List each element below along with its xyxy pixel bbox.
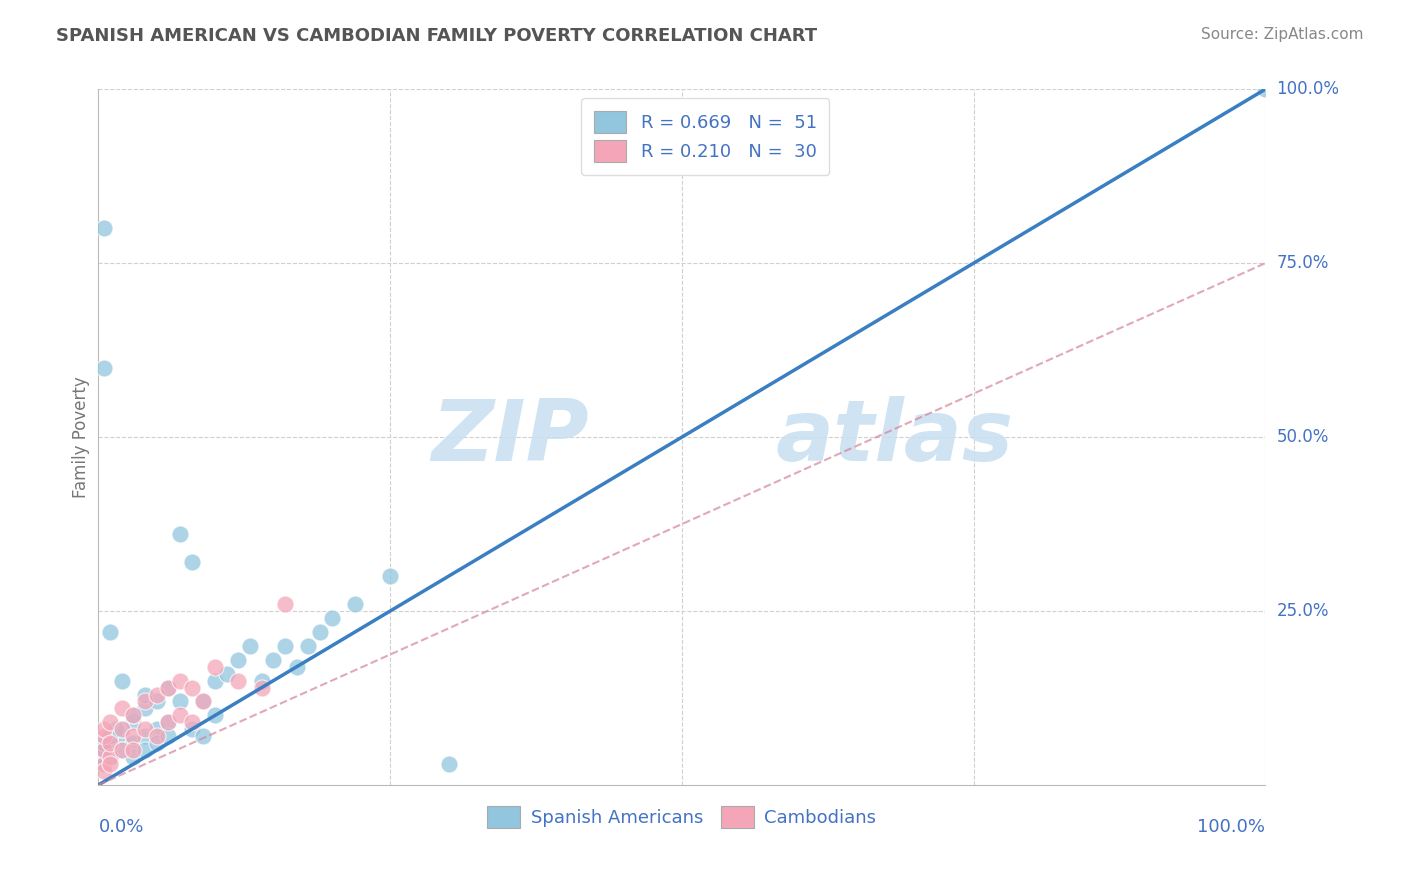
- Point: [122, 708, 145, 723]
- Point: [228, 653, 250, 667]
- Text: 100.0%: 100.0%: [1277, 80, 1340, 98]
- Point: [111, 701, 134, 715]
- Point: [111, 729, 134, 743]
- Point: [122, 729, 145, 743]
- Point: [1254, 82, 1277, 96]
- Point: [169, 527, 191, 541]
- Point: [239, 639, 262, 653]
- Legend: Spanish Americans, Cambodians: Spanish Americans, Cambodians: [477, 795, 887, 838]
- Point: [193, 729, 215, 743]
- Point: [98, 736, 121, 750]
- Point: [122, 736, 145, 750]
- Point: [134, 688, 156, 702]
- Text: atlas: atlas: [775, 395, 1014, 479]
- Point: [111, 723, 134, 737]
- Point: [146, 729, 169, 743]
- Text: 100.0%: 100.0%: [1198, 818, 1265, 837]
- Point: [134, 701, 156, 715]
- Point: [180, 723, 202, 737]
- Text: Source: ZipAtlas.com: Source: ZipAtlas.com: [1201, 27, 1364, 42]
- Point: [93, 360, 115, 375]
- Point: [169, 673, 191, 688]
- Point: [98, 757, 121, 772]
- Point: [122, 715, 145, 730]
- Point: [157, 715, 180, 730]
- Point: [146, 694, 169, 708]
- Point: [157, 681, 180, 695]
- Point: [157, 681, 180, 695]
- Point: [98, 624, 121, 639]
- Point: [180, 681, 202, 695]
- Point: [146, 736, 169, 750]
- Point: [93, 757, 115, 772]
- Point: [274, 597, 297, 611]
- Point: [262, 653, 284, 667]
- Point: [169, 694, 191, 708]
- Point: [146, 723, 169, 737]
- Point: [250, 681, 273, 695]
- Text: 0.0%: 0.0%: [98, 818, 143, 837]
- Point: [93, 723, 115, 737]
- Point: [93, 221, 115, 235]
- Point: [309, 624, 332, 639]
- Point: [93, 757, 115, 772]
- Point: [344, 597, 367, 611]
- Point: [122, 708, 145, 723]
- Y-axis label: Family Poverty: Family Poverty: [72, 376, 90, 498]
- Point: [98, 736, 121, 750]
- Point: [437, 757, 460, 772]
- Point: [380, 569, 402, 583]
- Point: [193, 694, 215, 708]
- Point: [122, 750, 145, 764]
- Text: SPANISH AMERICAN VS CAMBODIAN FAMILY POVERTY CORRELATION CHART: SPANISH AMERICAN VS CAMBODIAN FAMILY POV…: [56, 27, 817, 45]
- Point: [204, 659, 226, 673]
- Point: [93, 764, 115, 778]
- Point: [111, 723, 134, 737]
- Point: [321, 611, 343, 625]
- Point: [98, 729, 121, 743]
- Point: [134, 694, 156, 708]
- Text: 50.0%: 50.0%: [1277, 428, 1329, 446]
- Point: [134, 743, 156, 757]
- Point: [180, 715, 202, 730]
- Point: [93, 729, 115, 743]
- Point: [215, 666, 238, 681]
- Point: [93, 736, 115, 750]
- Point: [204, 673, 226, 688]
- Point: [111, 743, 134, 757]
- Point: [98, 750, 121, 764]
- Text: 25.0%: 25.0%: [1277, 602, 1329, 620]
- Point: [93, 743, 115, 757]
- Point: [104, 723, 127, 737]
- Point: [169, 708, 191, 723]
- Point: [122, 743, 145, 757]
- Point: [134, 729, 156, 743]
- Point: [274, 639, 297, 653]
- Point: [285, 659, 308, 673]
- Point: [98, 715, 121, 730]
- Text: ZIP: ZIP: [430, 395, 589, 479]
- Text: 75.0%: 75.0%: [1277, 254, 1329, 272]
- Point: [93, 743, 115, 757]
- Point: [250, 673, 273, 688]
- Point: [193, 694, 215, 708]
- Point: [93, 750, 115, 764]
- Point: [111, 673, 134, 688]
- Point: [134, 723, 156, 737]
- Point: [146, 688, 169, 702]
- Point: [228, 673, 250, 688]
- Point: [111, 743, 134, 757]
- Point: [297, 639, 319, 653]
- Point: [98, 750, 121, 764]
- Point: [157, 729, 180, 743]
- Point: [180, 555, 202, 569]
- Point: [204, 708, 226, 723]
- Point: [157, 715, 180, 730]
